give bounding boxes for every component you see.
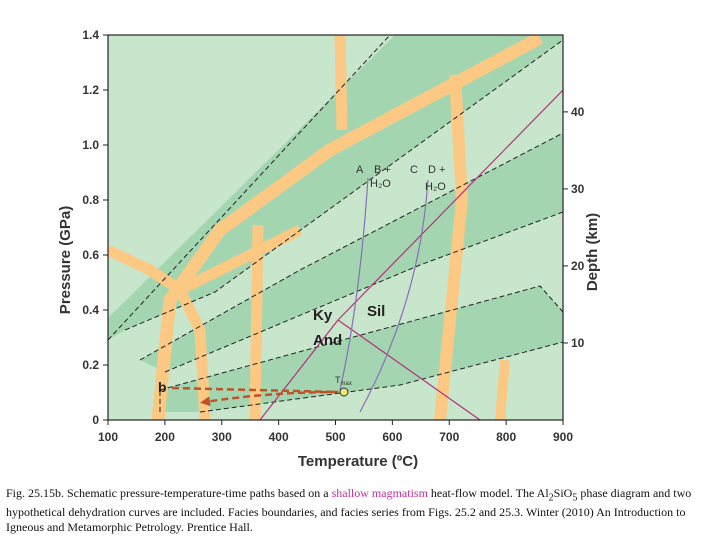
x-tick-label: 300 <box>212 430 232 444</box>
depth-tick-label: 40 <box>571 105 585 119</box>
label-curve-b: B + <box>374 164 391 176</box>
label-ky: Ky <box>313 307 333 324</box>
pt-diagram: 100 200 300 400 500 600 700 800 900 0 0.2 0.4 0.6 0.… <box>57 28 601 470</box>
x-axis-title: Temperature (ºC) <box>298 453 418 470</box>
caption-sub-1: 2 <box>548 492 554 504</box>
label-curve-b-h2o: H₂O <box>370 178 391 190</box>
label-tmax: Tmax <box>335 375 352 387</box>
dehydration-band-main <box>151 35 544 420</box>
caption-part-3: SiO <box>553 486 573 500</box>
x-axis-ticks: 100 200 300 400 500 600 700 800 900 <box>98 420 573 444</box>
caption-sub-2: 5 <box>572 492 578 504</box>
y-tick-label: 0.2 <box>82 358 99 372</box>
depth-tick-label: 10 <box>571 336 585 350</box>
dehydration-curve-ab <box>339 177 369 391</box>
dehydration-band-far-right <box>495 359 510 420</box>
label-curve-a: A <box>356 164 364 176</box>
y-tick-label: 0.4 <box>82 303 99 317</box>
dehydration-band-upper <box>108 225 303 296</box>
ky-and-boundary <box>259 319 339 420</box>
facies-boundary-4 <box>164 211 563 373</box>
x-tick-label: 600 <box>382 430 402 444</box>
y-tick-label: 1.2 <box>82 83 99 97</box>
label-and: And <box>313 332 342 349</box>
y-tick-label: 1.0 <box>82 138 99 152</box>
dehydration-band-vertical-2 <box>249 224 264 420</box>
caption-part-2: heat-flow model. The Al <box>427 486 549 500</box>
depth-tick-label: 20 <box>571 259 585 273</box>
x-tick-label: 800 <box>496 430 516 444</box>
ptt-path-b-return <box>200 390 339 407</box>
caption-part-4: phase diagram and two hypothetical dehyd… <box>6 486 692 535</box>
x-tick-label: 100 <box>98 430 118 444</box>
facies-boundary-5 <box>159 285 563 391</box>
x-tick-label: 900 <box>553 430 573 444</box>
tmax-marker <box>339 387 349 397</box>
facies-boundary-1 <box>108 35 391 341</box>
caption-part-1: Fig. 25.15b. Schematic pressure-temperat… <box>6 486 332 500</box>
label-sil: Sil <box>367 303 385 320</box>
x-tick-label: 400 <box>269 430 289 444</box>
dehydration-band-vertical-1 <box>334 35 348 131</box>
figure-caption: Fig. 25.15b. Schematic pressure-temperat… <box>6 486 714 535</box>
dehydration-band-lower <box>175 287 211 420</box>
y-tick-label: 0.8 <box>82 193 99 207</box>
label-path-b: b <box>158 379 167 395</box>
and-sil-boundary <box>337 319 481 420</box>
facies-boundary-6 <box>199 341 563 413</box>
ky-sil-boundary <box>337 89 563 321</box>
x-tick-label: 500 <box>325 430 345 444</box>
depth-axis-title: Depth (km) <box>584 213 601 291</box>
depth-tick-label: 30 <box>571 182 585 196</box>
label-tmax-sub: max <box>341 381 352 387</box>
facies-boundary-2 <box>124 39 563 331</box>
label-curve-d-h2o: H₂O <box>425 181 446 193</box>
x-tick-label: 700 <box>439 430 459 444</box>
dehydration-curve-cd <box>359 179 429 413</box>
y-tick-label: 0.6 <box>82 248 99 262</box>
caption-highlight: shallow magmatism <box>331 486 428 500</box>
y-axis-ticks: 0 0.2 0.4 0.6 0.8 1.0 1.2 1.4 <box>82 28 108 427</box>
y-tick-label: 0 <box>92 413 99 427</box>
label-curve-c: C <box>410 164 418 176</box>
y-axis-title: Pressure (GPa) <box>57 206 74 314</box>
depth-axis-ticks: 10 20 30 40 <box>563 105 585 350</box>
y-tick-label: 1.4 <box>82 28 99 42</box>
label-curve-d: D + <box>428 164 445 176</box>
x-tick-label: 200 <box>155 430 175 444</box>
